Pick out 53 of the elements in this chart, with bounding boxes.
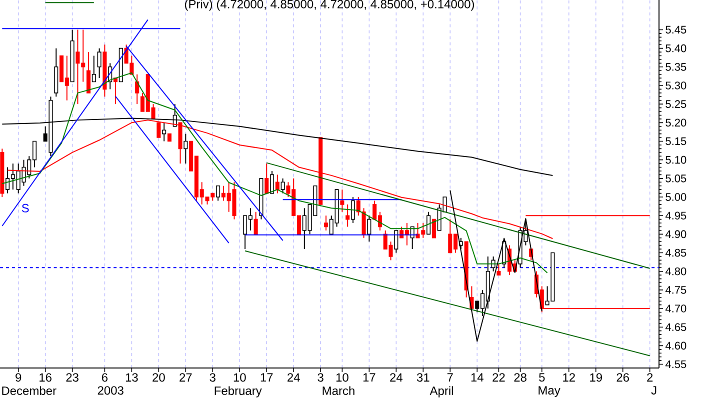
y-tick-label: 5.30 (666, 82, 686, 90)
x-tick-label: 7 (447, 373, 453, 382)
x-tick-label: 24 (390, 373, 402, 382)
text: J (651, 386, 656, 395)
x-tick-label: 14 (471, 373, 484, 382)
annotation: S (22, 204, 29, 212)
x-tick-label: 26 (616, 373, 629, 382)
y-tick-label: 4.80 (665, 267, 686, 276)
x-tick-label: 6 (102, 373, 108, 382)
y-tick-label: 5.35 (666, 63, 686, 71)
x-tick-label: 19 (590, 373, 602, 382)
x-tick-label: 28 (514, 373, 526, 382)
x-tick-label: 3 (210, 373, 216, 382)
y-tick-label: 5.25 (666, 100, 686, 108)
y-tick-label: 4.60 (665, 342, 686, 350)
x-tick-label: 24 (288, 373, 300, 382)
x-tick-label: 23 (66, 373, 78, 382)
x-tick-label: 12 (563, 373, 575, 382)
y-tick-label: 4.75 (665, 286, 686, 294)
y-tick-label: 5.10 (666, 156, 686, 164)
x-tick-label: 10 (336, 373, 348, 382)
x-tick-label: 16 (40, 373, 52, 382)
y-tick-label: 4.85 (665, 248, 686, 257)
y-tick-label: 5.00 (666, 193, 686, 201)
y-tick-label: 5.40 (666, 44, 686, 52)
x-tick-label: 27 (180, 373, 192, 382)
y-tick-label: 5.45 (666, 26, 686, 34)
x-tick-label: 9 (16, 373, 22, 382)
x-tick-label: 13 (126, 373, 138, 382)
y-tick-label: 4.70 (665, 304, 686, 312)
chart-title: (Priv) (4.72000, 4.85000, 4.72000, 4.85000, +0.14000) (184, 0, 474, 11)
x-tick-label: 22 (492, 373, 505, 382)
text: February (214, 386, 262, 398)
text: March (322, 386, 354, 396)
x-tick-label: 10 (234, 373, 246, 382)
x-tick-label: 2 (647, 373, 653, 382)
y-tick-label: 4.55 (665, 360, 686, 368)
y-tick-label: 4.95 (665, 212, 686, 220)
y-tick-label: 4.90 (665, 230, 686, 238)
text: April (430, 386, 453, 398)
text: 2003 (98, 386, 124, 395)
y-tick-label: 5.20 (666, 118, 686, 127)
x-tick-label: 17 (260, 373, 273, 382)
x-tick-label: 20 (152, 373, 165, 382)
x-tick-label: 31 (416, 373, 430, 382)
y-tick-label: 5.15 (666, 137, 686, 146)
text: May (538, 386, 560, 397)
y-tick-label: 4.65 (665, 323, 686, 332)
text: December (2, 386, 56, 396)
x-tick-label: 3 (318, 373, 324, 382)
x-tick-label: 17 (363, 373, 376, 382)
y-tick-label: 5.05 (666, 174, 686, 182)
x-tick-label: 5 (539, 373, 545, 382)
